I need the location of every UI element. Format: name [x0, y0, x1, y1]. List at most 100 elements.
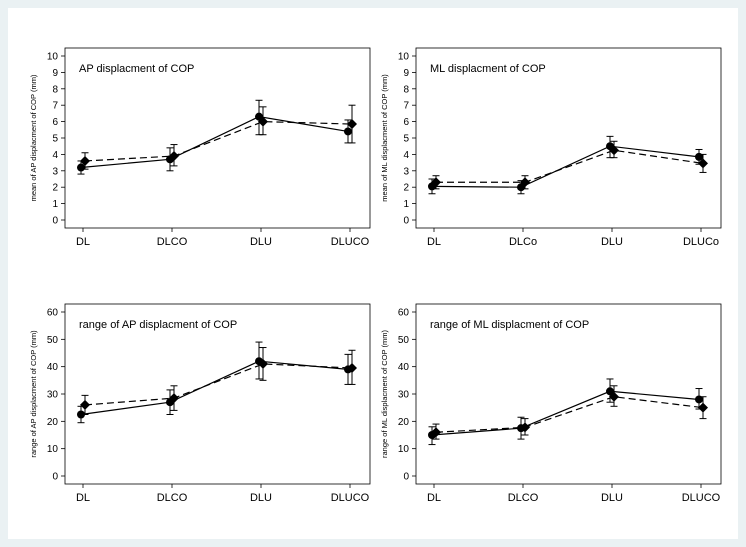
- y-tick-label: 2: [52, 183, 58, 194]
- y-tick-label: 9: [52, 68, 58, 79]
- data-point-diamond: [520, 177, 530, 188]
- x-category-label: DL: [427, 236, 441, 248]
- y-tick-label: 1: [52, 199, 58, 210]
- y-tick-label: 0: [403, 472, 409, 483]
- panel-4: 0 10 20 30 40 50 60 DL DLCO DLU DLUCO range of ML d…: [380, 303, 722, 504]
- x-category-label: DL: [76, 492, 90, 504]
- data-point-diamond: [169, 393, 179, 404]
- data-point-diamond: [431, 427, 441, 438]
- data-point-diamond: [169, 151, 179, 162]
- y-tick-label: 0: [52, 216, 58, 227]
- y-tick-label: 50: [47, 335, 59, 346]
- panel-3: 0 10 20 30 40 50 60 DL DLCO DLU DLUCO range of AP d…: [29, 303, 371, 504]
- x-category-label: DLUCO: [682, 492, 721, 504]
- series-line: [84, 120, 353, 162]
- data-point-circle: [77, 410, 85, 419]
- series-dashed: [80, 347, 357, 415]
- y-tick-label: 10: [47, 52, 59, 63]
- x-category-label: DL: [76, 236, 90, 248]
- panel-title: range of ML displacment of COP: [430, 319, 589, 331]
- x-category-label: DLCo: [509, 236, 537, 248]
- y-axis-title: mean of ML displacment of COP (mm): [380, 74, 389, 202]
- series-line: [435, 396, 704, 433]
- data-point-diamond: [258, 116, 268, 127]
- series-line: [431, 390, 700, 436]
- data-point-diamond: [609, 145, 619, 156]
- y-tick-label: 40: [398, 362, 410, 373]
- y-tick-label: 6: [403, 117, 409, 128]
- y-tick-label: 8: [403, 84, 409, 95]
- y-axis-title: mean of AP displacment of COP (mm): [29, 74, 38, 201]
- y-tick-label: 8: [52, 84, 58, 95]
- data-point-diamond: [347, 119, 357, 130]
- y-tick-label: 5: [403, 134, 409, 145]
- plot-frame: [415, 303, 722, 485]
- series-dashed: [431, 385, 708, 440]
- y-tick-label: 50: [398, 335, 410, 346]
- y-tick-label: 7: [403, 101, 409, 112]
- plot-frame: [415, 47, 722, 229]
- x-category-label: DLCO: [508, 492, 539, 504]
- data-point-diamond: [698, 402, 708, 413]
- y-tick-label: 10: [47, 444, 59, 455]
- y-tick-label: 60: [47, 308, 59, 319]
- series-dashed: [80, 104, 357, 170]
- y-tick-label: 3: [52, 166, 58, 177]
- x-category-label: DLU: [601, 236, 623, 248]
- y-tick-label: 30: [398, 390, 410, 401]
- y-tick-label: 10: [398, 52, 410, 63]
- y-tick-label: 3: [403, 166, 409, 177]
- y-tick-label: 0: [52, 472, 58, 483]
- panel-title: AP displacment of COP: [79, 63, 194, 75]
- series-dashed: [431, 140, 708, 190]
- figure: 0 1 2 3 4 5 6 7 8 9 10 DL DLCO DLU DLUCO mean of AP dis…: [8, 8, 738, 539]
- x-category-label: DLU: [250, 492, 272, 504]
- series-line: [84, 363, 353, 406]
- y-tick-label: 30: [47, 390, 59, 401]
- panel-title: range of AP displacment of COP: [79, 319, 237, 331]
- data-point-diamond: [80, 155, 90, 166]
- panel-2: 0 1 2 3 4 5 6 7 8 9 10 DL DLCo DLU DLUCo mean of ML dis…: [380, 47, 722, 248]
- series-line: [431, 145, 700, 188]
- x-category-label: DL: [427, 492, 441, 504]
- y-axis-title: range of ML displacment of COP (mm): [380, 330, 389, 458]
- y-tick-label: 10: [398, 444, 410, 455]
- x-category-label: DLCO: [157, 492, 188, 504]
- data-point-circle: [606, 387, 614, 396]
- x-category-label: DLUCO: [331, 236, 370, 248]
- plot-frame: [64, 303, 371, 485]
- series-line: [436, 149, 704, 183]
- x-category-label: DLU: [250, 236, 272, 248]
- chart-grid: 0 1 2 3 4 5 6 7 8 9 10 DL DLCO DLU DLUCO mean of AP dis…: [29, 47, 722, 504]
- y-tick-label: 40: [47, 362, 59, 373]
- y-tick-label: 4: [403, 150, 409, 161]
- x-category-label: DLCO: [157, 236, 188, 248]
- x-category-label: DLUCO: [331, 492, 370, 504]
- plot-frame: [64, 47, 371, 229]
- y-tick-label: 60: [398, 308, 410, 319]
- series-line: [80, 116, 349, 169]
- y-tick-label: 7: [52, 101, 58, 112]
- data-point-diamond: [520, 422, 530, 433]
- y-tick-label: 0: [403, 216, 409, 227]
- data-point-diamond: [609, 391, 619, 402]
- data-point-diamond: [347, 363, 357, 374]
- data-point-circle: [695, 395, 703, 404]
- panel-title: ML displacment of COP: [430, 63, 546, 75]
- y-tick-label: 9: [403, 68, 409, 79]
- series-solid: [428, 378, 703, 446]
- y-tick-label: 20: [47, 417, 59, 428]
- data-point-diamond: [258, 358, 268, 369]
- x-category-label: DLUCo: [683, 236, 719, 248]
- y-tick-label: 6: [52, 117, 58, 128]
- y-tick-label: 5: [52, 134, 58, 145]
- y-tick-label: 2: [403, 183, 409, 194]
- y-tick-label: 4: [52, 150, 58, 161]
- x-category-label: DLU: [601, 492, 623, 504]
- data-point-diamond: [431, 177, 441, 188]
- data-point-diamond: [80, 399, 90, 410]
- panel-1: 0 1 2 3 4 5 6 7 8 9 10 DL DLCO DLU DLUCO mean of AP dis…: [29, 47, 371, 248]
- y-axis-title: range of AP displacment of COP (mm): [29, 330, 38, 458]
- data-point-diamond: [698, 158, 708, 169]
- y-tick-label: 20: [398, 417, 410, 428]
